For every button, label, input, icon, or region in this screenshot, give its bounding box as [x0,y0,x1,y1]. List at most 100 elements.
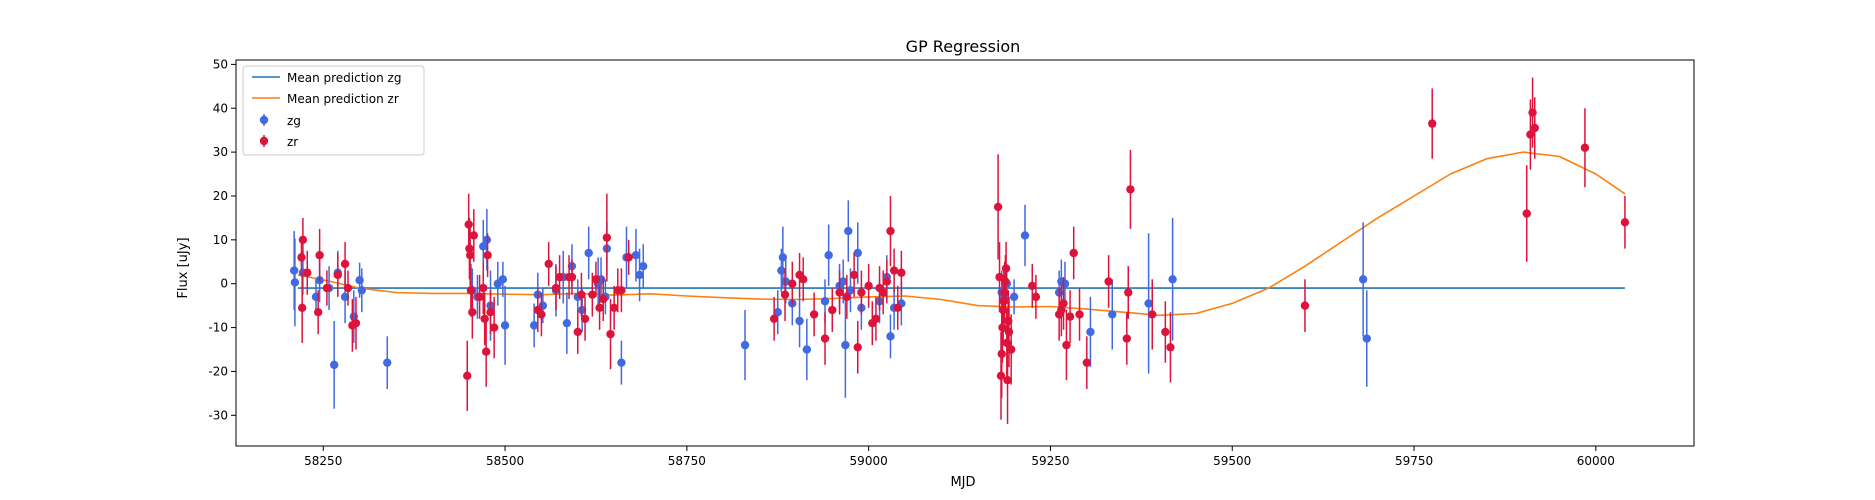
legend-marker [259,115,269,125]
zr-data-point [1126,185,1135,194]
zr-data-point [1530,123,1539,133]
x-tick-label: 59500 [1213,454,1251,468]
zg-data-point [498,275,508,284]
zr-data-point [486,308,495,317]
x-tick-label: 59000 [850,454,888,468]
zg-data-point [290,278,300,287]
zr-data-point [820,334,830,343]
zr-data-point [897,268,906,277]
zr-data-point [1075,310,1084,319]
zg-data-point [1020,231,1030,240]
zg-data-point [355,275,364,285]
zr-data-point [828,305,837,315]
x-axis-label: MJD [950,475,975,490]
zr-data-point [889,266,899,275]
zg-data-point [329,360,339,370]
y-tick-label: 40 [213,101,228,115]
x-tick-label: 58250 [304,454,342,468]
zr-data-point [606,329,615,339]
zr-data-point [580,314,590,323]
zg-data-point [853,248,862,258]
zg-data-point [802,345,812,354]
zg-data-point [1362,334,1371,343]
zr-data-point [882,277,892,286]
zr-data-point [1528,108,1537,117]
zg-data-point [635,270,644,280]
zr-data-point [1124,288,1133,297]
zr-data-point [602,233,612,242]
zg-data-point [841,340,850,350]
zr-data-point [1522,209,1531,218]
zr-data-point [343,283,353,293]
zg-data-point [631,250,641,260]
zr-data-point [479,283,488,293]
zg-data-point [529,321,539,330]
zr-data-point [788,279,797,288]
zr-data-point [333,270,343,280]
y-axis-ticks: -30 -20 -10 0 10 20 30 40 50 [208,57,236,422]
zr-data-point [475,292,484,302]
zr-data-point [1069,248,1078,258]
zr-data-point [993,202,1003,212]
legend-label-zg: zg [287,114,301,128]
y-tick-label: -30 [208,408,228,422]
y-tick-label: 50 [213,57,228,71]
zr-data-point [599,294,608,304]
plot-area [289,77,1630,425]
zr-data-point [322,283,332,293]
zr-data-point [849,270,859,280]
zg-data-point [340,292,350,302]
zr-data-point [853,343,862,352]
zr-data-point [1620,218,1630,227]
zr-data-point [483,250,492,260]
zr-data-point [468,308,477,317]
zg-data-point [795,316,804,326]
zr-data-point [624,253,633,262]
zr-data-point [780,290,790,299]
zg-data-point [844,226,853,236]
zr-data-point [313,308,323,317]
zr-data-point [1065,312,1075,321]
legend-label-mean-zg: Mean prediction zg [287,71,401,85]
zr-data-point [1004,327,1014,337]
x-tick-label: 59750 [1395,454,1433,468]
zr-data-point [551,283,561,293]
zr-data-point [567,272,577,282]
zr-data-point [469,231,478,240]
zr-data-point [809,310,819,319]
zg-data-point [773,308,782,317]
zr-data-point [315,250,324,260]
zr-data-point [1122,334,1131,343]
zr-data-point [617,286,626,295]
zg-data-point [824,250,833,260]
zr-data-point [489,323,499,332]
zg-data-point [886,332,895,341]
zr-data-point [340,259,350,269]
zr-data-point [864,281,873,291]
zr-data-point [1300,301,1310,310]
zr-data-point [886,226,895,236]
zr-data-point [1001,264,1011,273]
zr-data-point [1166,343,1175,352]
zr-data-point [588,290,597,299]
zg-data-point [846,286,855,295]
zg-data-point [584,248,593,258]
zr-data-point [1082,358,1092,367]
zg-data-point [1358,275,1368,284]
zr-data-point [1059,299,1068,308]
zr-data-point [481,347,491,356]
zr-data-point [1104,277,1113,286]
legend-label-zr: zr [287,135,298,149]
zr-data-point [297,253,306,262]
zr-data-point [871,314,881,323]
y-axis-label: Flux [uJy] [176,237,191,298]
zr-data-point [1031,292,1041,302]
plot-frame [235,59,1695,447]
zr-data-point [1580,143,1590,152]
y-tick-label: 10 [213,233,228,247]
x-tick-label: 58500 [486,454,524,468]
x-tick-label: 59250 [1031,454,1069,468]
zr-points [297,77,1630,425]
zr-data-point [1028,281,1037,291]
